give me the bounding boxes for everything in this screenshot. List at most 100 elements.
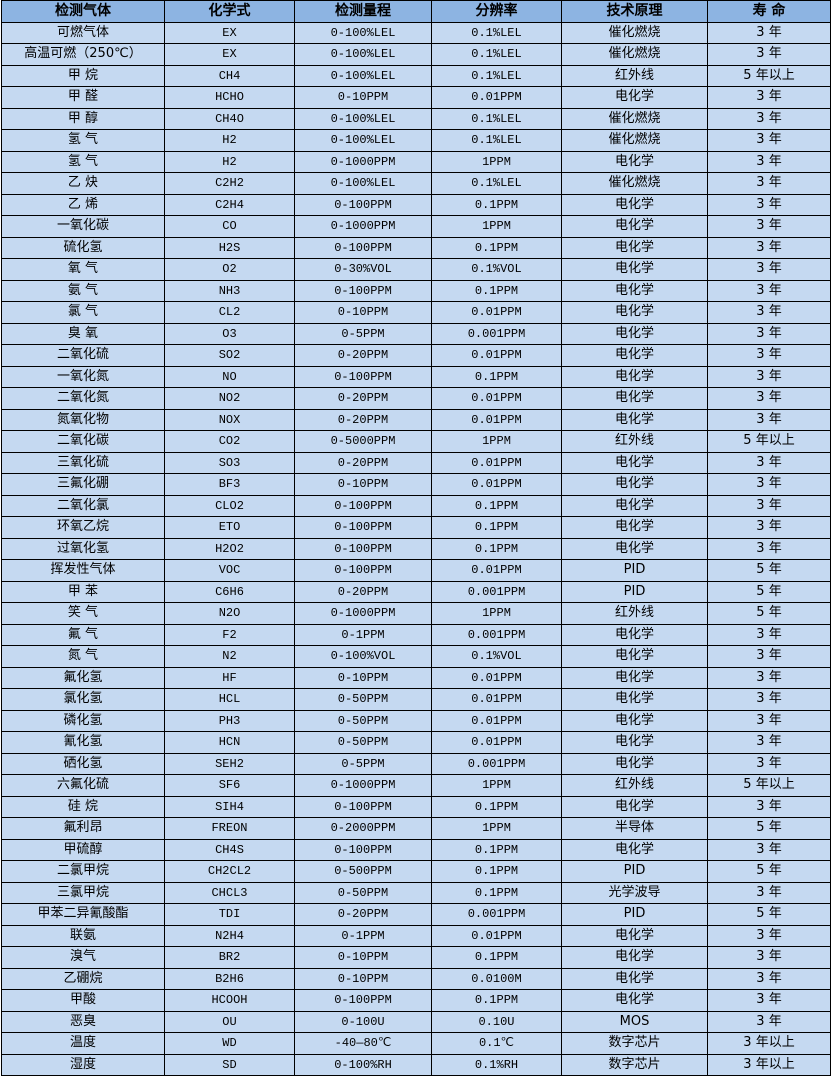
range-cell: 0-1000PPM — [294, 215, 432, 238]
gas-name-cell: 氢 气 — [1, 150, 165, 173]
range-cell: 0-50PPM — [294, 709, 432, 732]
resolution-cell: 0.01PPM — [431, 666, 562, 689]
lifetime-cell: 3 年 — [707, 516, 831, 539]
resolution-cell: 0.1PPM — [431, 881, 562, 904]
range-cell: 0-1000PPM — [294, 150, 432, 173]
gas-name-cell: 二氧化氯 — [1, 494, 165, 517]
gas-name-cell: 三氟化硼 — [1, 473, 165, 496]
lifetime-cell: 3 年 — [707, 43, 831, 66]
lifetime-cell: 3 年以上 — [707, 1053, 831, 1076]
table-row: 甲苯二异氰酸酯 TDI 0-20PPM 0.001PPM PID 5 年 — [1, 903, 831, 926]
lifetime-cell: 3 年 — [707, 129, 831, 152]
gas-name-cell: 氯化氢 — [1, 688, 165, 711]
lifetime-cell: 3 年 — [707, 537, 831, 560]
formula-cell: H2O2 — [164, 537, 295, 560]
principle-cell: 电化学 — [561, 946, 708, 969]
gas-name-cell: 乙 烯 — [1, 193, 165, 216]
table-row: 氮氧化物 NOX 0-20PPM 0.01PPM 电化学 3 年 — [1, 408, 831, 431]
principle-cell: 红外线 — [561, 602, 708, 625]
range-cell: 0-100%LEL — [294, 64, 432, 87]
principle-cell: 电化学 — [561, 709, 708, 732]
range-cell: 0-10PPM — [294, 86, 432, 109]
lifetime-cell: 3 年 — [707, 924, 831, 947]
range-cell: 0-1PPM — [294, 623, 432, 646]
table-row: 二氧化碳 CO2 0-5000PPM 1PPM 红外线 5 年以上 — [1, 430, 831, 453]
resolution-cell: 0.001PPM — [431, 903, 562, 926]
table-row: 甲 苯 C6H6 0-20PPM 0.001PPM PID 5 年 — [1, 580, 831, 603]
header-principle: 技术原理 — [561, 0, 708, 23]
range-cell: 0-50PPM — [294, 881, 432, 904]
principle-cell: 电化学 — [561, 258, 708, 281]
table-row: 硫化氢 H2S 0-100PPM 0.1PPM 电化学 3 年 — [1, 236, 831, 259]
principle-cell: MOS — [561, 1010, 708, 1033]
resolution-cell: 1PPM — [431, 150, 562, 173]
gas-name-cell: 二氧化碳 — [1, 430, 165, 453]
range-cell: 0-100%VOL — [294, 645, 432, 668]
table-row: 乙硼烷 B2H6 0-10PPM 0.0100M 电化学 3 年 — [1, 967, 831, 990]
table-row: 甲酸 HCOOH 0-100PPM 0.1PPM 电化学 3 年 — [1, 989, 831, 1012]
formula-cell: H2S — [164, 236, 295, 259]
resolution-cell: 0.01PPM — [431, 301, 562, 324]
header-lifetime: 寿 命 — [707, 0, 831, 23]
lifetime-cell: 3 年 — [707, 215, 831, 238]
gas-name-cell: 一氧化氮 — [1, 365, 165, 388]
lifetime-cell: 3 年 — [707, 365, 831, 388]
resolution-cell: 0.01PPM — [431, 559, 562, 582]
lifetime-cell: 3 年 — [707, 86, 831, 109]
principle-cell: 电化学 — [561, 451, 708, 474]
principle-cell: 催化燃烧 — [561, 21, 708, 44]
range-cell: 0-100PPM — [294, 279, 432, 302]
principle-cell: 电化学 — [561, 795, 708, 818]
range-cell: 0-20PPM — [294, 344, 432, 367]
range-cell: 0-10PPM — [294, 946, 432, 969]
resolution-cell: 0.1PPM — [431, 494, 562, 517]
lifetime-cell: 3 年以上 — [707, 1032, 831, 1055]
range-cell: 0-20PPM — [294, 451, 432, 474]
formula-cell: C2H2 — [164, 172, 295, 195]
gas-name-cell: 硫化氢 — [1, 236, 165, 259]
range-cell: 0-50PPM — [294, 688, 432, 711]
range-cell: 0-5PPM — [294, 752, 432, 775]
range-cell: 0-100PPM — [294, 365, 432, 388]
principle-cell: 电化学 — [561, 537, 708, 560]
principle-cell: 电化学 — [561, 408, 708, 431]
formula-cell: CL2 — [164, 301, 295, 324]
formula-cell: SO3 — [164, 451, 295, 474]
range-cell: 0-10PPM — [294, 967, 432, 990]
table-row: 环氧乙烷 ETO 0-100PPM 0.1PPM 电化学 3 年 — [1, 516, 831, 539]
gas-name-cell: 氟化氢 — [1, 666, 165, 689]
principle-cell: 电化学 — [561, 215, 708, 238]
gas-name-cell: 一氧化碳 — [1, 215, 165, 238]
gas-name-cell: 乙硼烷 — [1, 967, 165, 990]
principle-cell: PID — [561, 580, 708, 603]
formula-cell: PH3 — [164, 709, 295, 732]
gas-name-cell: 甲酸 — [1, 989, 165, 1012]
lifetime-cell: 3 年 — [707, 258, 831, 281]
lifetime-cell: 3 年 — [707, 193, 831, 216]
lifetime-cell: 5 年 — [707, 602, 831, 625]
formula-cell: N2 — [164, 645, 295, 668]
header-formula: 化学式 — [164, 0, 295, 23]
range-cell: 0-100PPM — [294, 838, 432, 861]
resolution-cell: 0.01PPM — [431, 924, 562, 947]
range-cell: 0-100PPM — [294, 516, 432, 539]
resolution-cell: 0.01PPM — [431, 709, 562, 732]
gas-name-cell: 六氟化硫 — [1, 774, 165, 797]
range-cell: 0-10PPM — [294, 301, 432, 324]
resolution-cell: 0.0100M — [431, 967, 562, 990]
formula-cell: B2H6 — [164, 967, 295, 990]
resolution-cell: 1PPM — [431, 774, 562, 797]
range-cell: 0-50PPM — [294, 731, 432, 754]
table-row: 六氟化硫 SF6 0-1000PPM 1PPM 红外线 5 年以上 — [1, 774, 831, 797]
lifetime-cell: 3 年 — [707, 838, 831, 861]
gas-name-cell: 联氨 — [1, 924, 165, 947]
principle-cell: 电化学 — [561, 193, 708, 216]
table-row: 氢 气 H2 0-1000PPM 1PPM 电化学 3 年 — [1, 150, 831, 173]
formula-cell: BR2 — [164, 946, 295, 969]
resolution-cell: 0.1%VOL — [431, 645, 562, 668]
lifetime-cell: 3 年 — [707, 752, 831, 775]
gas-name-cell: 氮 气 — [1, 645, 165, 668]
gas-name-cell: 氟 气 — [1, 623, 165, 646]
principle-cell: 催化燃烧 — [561, 107, 708, 130]
lifetime-cell: 3 年 — [707, 279, 831, 302]
